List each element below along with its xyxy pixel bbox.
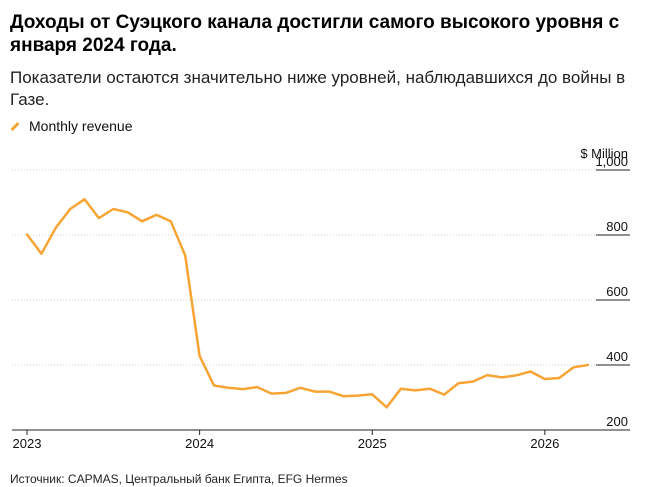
- y-tick-label: 200: [606, 414, 628, 429]
- x-tick-label: 2025: [358, 436, 387, 451]
- series-line-monthly-revenue: [25, 198, 590, 409]
- chart-title: Доходы от Суэцкого канала достигли самог…: [10, 12, 620, 56]
- chart-subtitle: Показатели остаются значительно ниже уро…: [10, 68, 626, 109]
- y-tick-label: 800: [606, 219, 628, 234]
- x-tick-label: 2023: [13, 436, 42, 451]
- y-tick-label: 600: [606, 284, 628, 299]
- source-note: Источник: CAPMAS, Центральный банк Египт…: [10, 472, 348, 486]
- y-tick-label: 400: [606, 349, 628, 364]
- legend-label: Monthly revenue: [29, 118, 133, 134]
- chart-legend: Monthly revenue: [10, 118, 133, 134]
- x-tick-label: 2024: [185, 436, 214, 451]
- y-tick-label: 1,000: [595, 154, 628, 169]
- x-tick-label: 2026: [530, 436, 559, 451]
- y-axis-unit-label: $ Million: [580, 146, 628, 161]
